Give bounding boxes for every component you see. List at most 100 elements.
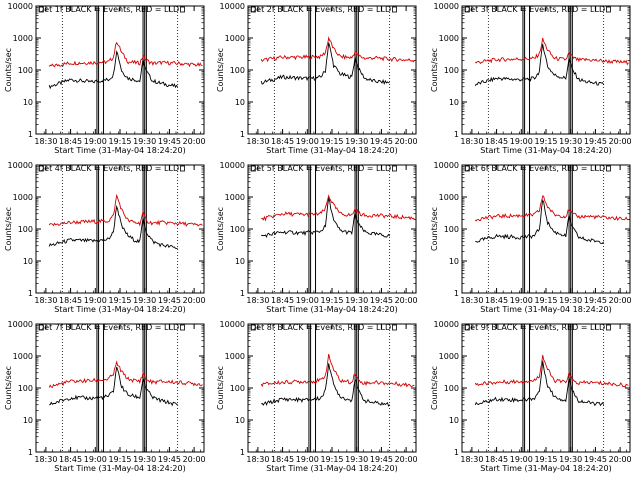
chart-title: Det 3f BLACK = Events, RED = LLD	[464, 5, 605, 14]
x-tick-label: 19:45	[584, 137, 607, 146]
series-line-events	[474, 360, 604, 407]
y-tick-label: 1	[454, 289, 459, 298]
marker-box	[606, 324, 611, 331]
series-line-lld	[260, 36, 415, 63]
y-tick-label: 10000	[220, 320, 245, 329]
chart-title: Det 4f BLACK = Events, RED = LLD	[38, 164, 179, 173]
marker-box	[464, 165, 470, 172]
x-tick-label: 19:45	[370, 137, 393, 146]
x-tick-label: 19:00	[296, 455, 319, 464]
marker-box	[38, 165, 44, 172]
x-tick-label: 19:30	[133, 296, 156, 305]
y-tick-label: 1000	[439, 193, 459, 202]
x-tick-label: 18:30	[246, 296, 269, 305]
chart-title: Det 6f BLACK = Events, RED = LLD	[464, 164, 605, 173]
series-line-events	[475, 199, 604, 244]
series-line-events	[261, 196, 390, 239]
x-tick-label: 19:45	[584, 455, 607, 464]
series-line-lld	[48, 193, 203, 227]
marker-box	[606, 6, 611, 13]
x-tick-label: 19:15	[320, 455, 343, 464]
x-axis-label: Start Time (31-May-04 18:24:20)	[480, 305, 611, 314]
y-tick-label: 1000	[225, 34, 245, 43]
y-tick-label: 1	[240, 130, 245, 139]
y-tick-label: 10	[235, 98, 245, 107]
plot-frame	[247, 5, 417, 135]
y-tick-label: 10	[23, 416, 33, 425]
marker-box	[392, 6, 397, 13]
x-tick-label: 19:30	[559, 296, 582, 305]
y-tick-label: 10	[23, 98, 33, 107]
y-tick-label: 100	[18, 66, 33, 75]
y-tick-label: 100	[18, 225, 33, 234]
marker-box	[392, 324, 397, 331]
x-tick-label: 18:30	[246, 455, 269, 464]
marker-box	[464, 6, 470, 13]
marker-box	[392, 165, 397, 172]
x-axis-label: Start Time (31-May-04 18:24:20)	[266, 464, 397, 473]
x-tick-label: 19:30	[133, 455, 156, 464]
y-tick-label: 10000	[8, 2, 33, 11]
x-tick-label: 18:30	[34, 455, 57, 464]
y-tick-label: 100	[230, 225, 245, 234]
x-tick-label: 20:00	[183, 455, 206, 464]
marker-box	[464, 324, 470, 331]
marker-box	[180, 165, 185, 172]
y-axis-label: Counts/sec	[430, 207, 439, 251]
marker-box	[606, 165, 611, 172]
plot-frame	[35, 5, 205, 135]
y-axis-label: Counts/sec	[216, 207, 225, 251]
chart-title: Det 7f BLACK = Events, RED = LLD	[38, 323, 179, 332]
x-axis-label: Start Time (31-May-04 18:24:20)	[480, 464, 611, 473]
x-tick-label: 19:00	[296, 296, 319, 305]
plot-frame	[247, 323, 417, 453]
y-tick-label: 10	[449, 257, 459, 266]
x-tick-label: 19:15	[534, 296, 557, 305]
y-tick-label: 10000	[220, 2, 245, 11]
x-tick-label: 20:00	[609, 296, 632, 305]
chart-panel: Det 6f BLACK = Events, RED = LLD 1 10 100 10…	[430, 161, 632, 314]
x-axis-label: Start Time (31-May-04 18:24:20)	[54, 146, 185, 155]
marker-box	[180, 324, 185, 331]
x-tick-label: 20:00	[183, 296, 206, 305]
x-axis-label: Start Time (31-May-04 18:24:20)	[266, 305, 397, 314]
chart-panel: Det 3f BLACK = Events, RED = LLD 1 10 100 10…	[430, 2, 632, 155]
y-axis-label: Counts/sec	[4, 207, 13, 251]
series-line-lld	[474, 37, 629, 66]
x-tick-label: 19:15	[108, 296, 131, 305]
x-tick-label: 18:45	[59, 137, 82, 146]
chart-panel: Det 1f BLACK = Events, RED = LLD 1 10 100 10…	[4, 2, 206, 155]
marker-box	[38, 324, 44, 331]
plot-frame	[461, 164, 631, 294]
y-axis-label: Counts/sec	[216, 48, 225, 92]
x-tick-label: 19:45	[370, 296, 393, 305]
x-tick-label: 19:15	[534, 455, 557, 464]
chart-panel: Det 5f BLACK = Events, RED = LLD 1 10 100 10…	[216, 161, 418, 314]
series-line-events	[48, 204, 178, 249]
y-tick-label: 1000	[13, 352, 33, 361]
y-tick-label: 100	[444, 225, 459, 234]
plot-frame	[35, 323, 205, 453]
y-tick-label: 10000	[434, 320, 459, 329]
y-tick-label: 10	[23, 257, 33, 266]
x-tick-label: 18:30	[460, 137, 483, 146]
y-tick-label: 1000	[225, 193, 245, 202]
chart-title: Det 8f BLACK = Events, RED = LLD	[250, 323, 391, 332]
x-tick-label: 19:45	[370, 455, 393, 464]
x-tick-label: 19:30	[345, 296, 368, 305]
x-tick-label: 19:30	[559, 137, 582, 146]
x-tick-label: 19:15	[108, 137, 131, 146]
x-tick-label: 18:45	[485, 137, 508, 146]
x-tick-label: 19:45	[158, 296, 181, 305]
y-tick-label: 10	[449, 416, 459, 425]
x-tick-label: 19:00	[84, 296, 107, 305]
y-tick-label: 100	[444, 66, 459, 75]
x-axis-label: Start Time (31-May-04 18:24:20)	[54, 464, 185, 473]
x-axis-label: Start Time (31-May-04 18:24:20)	[266, 146, 397, 155]
y-tick-label: 10	[235, 416, 245, 425]
y-tick-label: 1	[240, 448, 245, 457]
x-tick-label: 19:00	[84, 137, 107, 146]
x-tick-label: 20:00	[395, 455, 418, 464]
x-tick-label: 19:00	[296, 137, 319, 146]
y-tick-label: 1	[28, 130, 33, 139]
